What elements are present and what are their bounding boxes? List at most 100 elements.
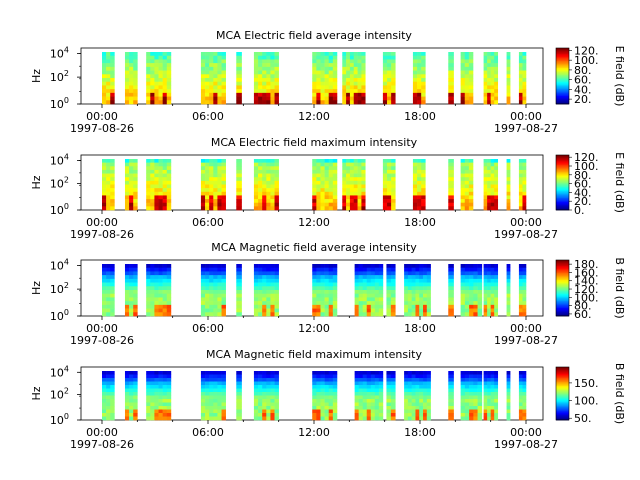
- heatmap-cell: [150, 55, 155, 60]
- heatmap-cell: [361, 169, 366, 174]
- heatmap-cell: [423, 385, 428, 389]
- heatmap-cell: [390, 271, 396, 276]
- heatmap-cell: [522, 371, 527, 375]
- heatmap-cell: [522, 169, 527, 174]
- heatmap-cell: [349, 100, 355, 105]
- heatmap-cell: [390, 399, 396, 403]
- heatmap-cell: [146, 312, 151, 317]
- heatmap-cell: [412, 199, 418, 204]
- heatmap-cell: [374, 406, 380, 410]
- heatmap-cell: [468, 52, 474, 57]
- heatmap-cell: [150, 78, 155, 83]
- heatmap-cell: [460, 191, 466, 196]
- colorbar-swatch: [556, 81, 569, 84]
- heatmap-cell: [162, 184, 168, 189]
- heatmap-cell: [266, 409, 271, 414]
- heatmap-cell: [477, 308, 483, 313]
- heatmap-cell: [146, 162, 151, 167]
- colorbar-swatch: [556, 367, 569, 369]
- heatmap-cell: [262, 162, 267, 167]
- heatmap-cell: [362, 286, 368, 291]
- heatmap-cell: [253, 206, 259, 211]
- heatmap-cell: [464, 92, 470, 97]
- heatmap-cell: [129, 74, 134, 79]
- heatmap-cell: [448, 85, 454, 90]
- heatmap-cell: [146, 81, 151, 86]
- heatmap-cell: [487, 81, 491, 86]
- heatmap-cell: [150, 278, 155, 283]
- heatmap-cell: [332, 293, 338, 298]
- heatmap-cell: [494, 395, 499, 400]
- heatmap-cell: [328, 81, 334, 86]
- heatmap-cell: [426, 293, 431, 298]
- heatmap-cell: [518, 271, 523, 276]
- heatmap-cell: [342, 166, 347, 171]
- heatmap-cell: [312, 286, 317, 291]
- heatmap-cell: [133, 282, 138, 287]
- heatmap-cell: [209, 52, 214, 57]
- heatmap-cell: [124, 85, 130, 90]
- heatmap-cell: [518, 385, 523, 389]
- heatmap-cell: [320, 169, 325, 174]
- heatmap-cell: [253, 199, 259, 204]
- heatmap-cell: [316, 402, 321, 407]
- heatmap-cell: [346, 206, 351, 211]
- heatmap-cell: [324, 184, 330, 189]
- heatmap-cell: [460, 81, 466, 86]
- y-tick-exponent: 2: [64, 387, 69, 396]
- heatmap-cell: [468, 100, 474, 105]
- heatmap-cell: [417, 100, 422, 105]
- heatmap-cell: [328, 264, 334, 269]
- colorbar-swatch: [556, 52, 569, 54]
- heatmap-cell: [387, 159, 392, 163]
- colorbar-swatch: [556, 55, 569, 57]
- heatmap-cell: [423, 312, 428, 317]
- heatmap-cell: [361, 52, 366, 57]
- heatmap-cell: [312, 416, 317, 421]
- heatmap-cell: [354, 402, 359, 407]
- x-tick-date: 1997-08-26: [70, 438, 134, 451]
- heatmap-cell: [106, 271, 111, 276]
- heatmap-cell: [354, 312, 359, 317]
- heatmap-cell: [324, 395, 330, 400]
- heatmap-cell: [415, 275, 420, 280]
- heatmap-cell: [483, 378, 488, 382]
- heatmap-cell: [213, 308, 218, 313]
- heatmap-cell: [506, 385, 511, 389]
- heatmap-cell: [332, 388, 338, 393]
- heatmap-cell: [258, 402, 263, 407]
- heatmap-cell: [110, 278, 115, 283]
- heatmap-cell: [162, 282, 168, 287]
- colorbar-tick-label: 160.: [574, 266, 599, 279]
- heatmap-cell: [490, 378, 495, 382]
- heatmap-cell: [106, 162, 111, 167]
- heatmap-cell: [129, 177, 134, 182]
- heatmap-cell: [253, 378, 259, 382]
- heatmap-cell: [209, 188, 214, 193]
- heatmap-cell: [146, 177, 151, 182]
- heatmap-cell: [328, 85, 334, 90]
- heatmap-cell: [146, 395, 151, 400]
- heatmap-cell: [166, 166, 172, 171]
- heatmap-cell: [166, 416, 172, 421]
- heatmap-cell: [266, 173, 271, 178]
- heatmap-cell: [209, 70, 214, 75]
- heatmap-cell: [419, 402, 424, 407]
- heatmap-cell: [490, 381, 495, 386]
- heatmap-cell: [421, 184, 426, 189]
- heatmap-cell: [487, 180, 491, 185]
- heatmap-cell: [460, 392, 466, 396]
- heatmap-cell: [200, 374, 206, 379]
- heatmap-cell: [421, 55, 426, 60]
- heatmap-cell: [487, 206, 491, 211]
- heatmap-cell: [415, 374, 420, 379]
- heatmap-cell: [316, 188, 321, 193]
- heatmap-cell: [266, 264, 271, 269]
- heatmap-cell: [374, 278, 380, 283]
- heatmap-cell: [328, 173, 334, 178]
- heatmap-cell: [262, 413, 267, 417]
- heatmap-cell: [324, 374, 330, 379]
- heatmap-cell: [358, 293, 364, 298]
- heatmap-cell: [270, 416, 275, 421]
- colorbar-swatch: [556, 84, 569, 87]
